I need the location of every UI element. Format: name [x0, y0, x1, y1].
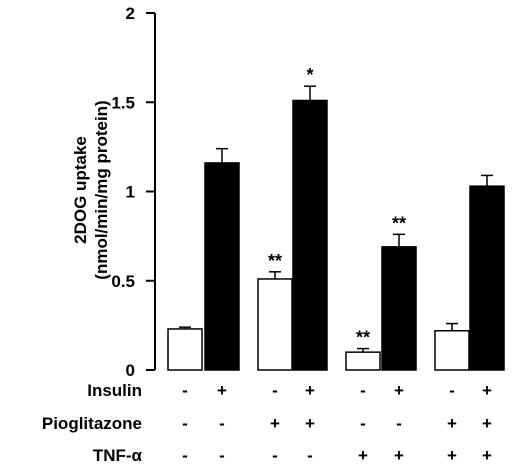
- condition-sign: +: [394, 446, 404, 465]
- condition-sign: +: [394, 381, 404, 400]
- significance-marker: **: [392, 213, 406, 233]
- condition-sign: +: [358, 446, 368, 465]
- condition-sign: +: [270, 414, 280, 433]
- condition-sign: -: [182, 446, 188, 465]
- condition-sign: -: [272, 446, 278, 465]
- condition-sign: +: [305, 381, 315, 400]
- y-axis-label-line1: 2DOG uptake: [71, 136, 90, 244]
- bar: [434, 329, 470, 371]
- condition-sign: +: [217, 381, 227, 400]
- condition-sign: -: [219, 446, 225, 465]
- significance-marker: *: [306, 65, 313, 85]
- condition-sign: -: [182, 414, 188, 433]
- condition-sign: -: [449, 381, 455, 400]
- condition-sign: +: [482, 381, 492, 400]
- condition-label: TNF-α: [93, 446, 143, 465]
- bar: [204, 162, 240, 371]
- bar: [345, 351, 381, 371]
- condition-sign: +: [482, 414, 492, 433]
- y-tick-label: 2: [126, 4, 135, 23]
- condition-sign: +: [447, 414, 457, 433]
- y-axis-label: 2DOG uptake (nmol/min/mg protein): [71, 100, 111, 279]
- condition-sign: -: [307, 446, 313, 465]
- condition-sign: +: [482, 446, 492, 465]
- bar: [292, 99, 328, 371]
- bar: [167, 328, 203, 371]
- y-axis-label-line2: (nmol/min/mg protein): [92, 100, 111, 279]
- bar: [257, 278, 293, 371]
- y-tick-label: 1: [126, 183, 135, 202]
- condition-sign: -: [360, 381, 366, 400]
- bar: [469, 185, 505, 371]
- y-tick-label: 0.5: [111, 272, 135, 291]
- significance-marker: **: [268, 251, 282, 271]
- condition-sign: +: [305, 414, 315, 433]
- significance-marker: **: [356, 328, 370, 348]
- condition-sign: -: [182, 381, 188, 400]
- condition-label: Pioglitazone: [42, 414, 142, 433]
- condition-label: Insulin: [87, 381, 142, 400]
- condition-sign: -: [396, 414, 402, 433]
- condition-sign: +: [447, 446, 457, 465]
- condition-sign: -: [219, 414, 225, 433]
- y-tick-label: 1.5: [111, 93, 135, 112]
- y-tick-label: 0: [126, 361, 135, 380]
- condition-sign: -: [272, 381, 278, 400]
- bar: [381, 246, 417, 371]
- condition-sign: -: [360, 414, 366, 433]
